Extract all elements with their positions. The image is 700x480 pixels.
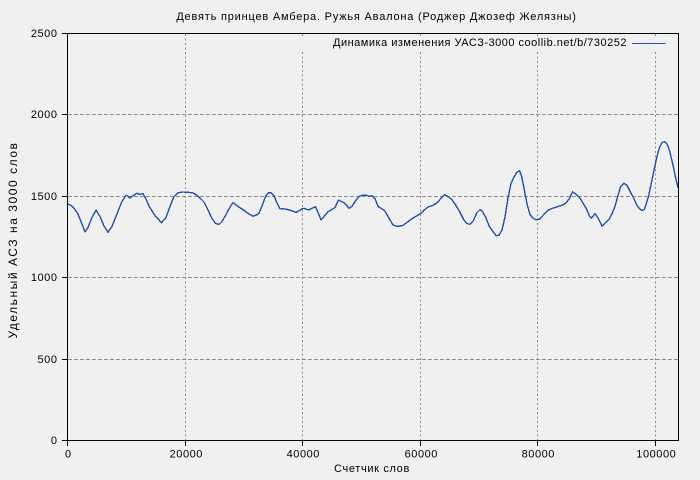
svg-text:Динамика изменения УАСЗ-3000 c: Динамика изменения УАСЗ-3000 coollib.net… bbox=[333, 37, 627, 49]
svg-text:1000: 1000 bbox=[31, 272, 58, 284]
svg-text:Девять принцев Амбера. Ружья А: Девять принцев Амбера. Ружья Авалона (Ро… bbox=[176, 11, 576, 23]
svg-text:2000: 2000 bbox=[31, 109, 58, 121]
svg-text:Удельный АСЗ на 3000 слов: Удельный АСЗ на 3000 слов bbox=[6, 142, 20, 339]
svg-text:Счетчик слов: Счетчик слов bbox=[334, 463, 410, 475]
svg-text:60000: 60000 bbox=[405, 449, 438, 461]
svg-text:100000: 100000 bbox=[636, 449, 676, 461]
svg-text:40000: 40000 bbox=[287, 449, 320, 461]
svg-text:80000: 80000 bbox=[522, 449, 555, 461]
svg-text:20000: 20000 bbox=[170, 449, 203, 461]
svg-text:1500: 1500 bbox=[31, 191, 58, 203]
svg-text:0: 0 bbox=[51, 435, 58, 447]
svg-text:500: 500 bbox=[37, 354, 57, 366]
svg-text:2500: 2500 bbox=[31, 28, 58, 40]
svg-text:0: 0 bbox=[65, 449, 72, 461]
